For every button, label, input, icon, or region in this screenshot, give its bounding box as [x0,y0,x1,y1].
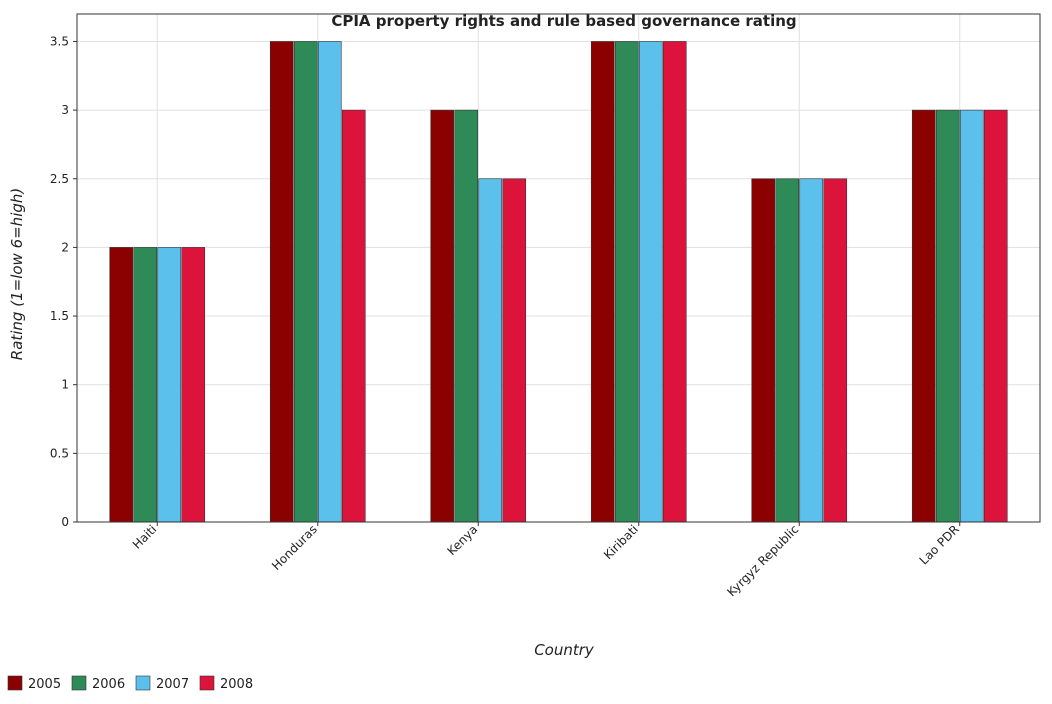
x-tick-label: Lao PDR [917,522,962,567]
bar [157,247,182,523]
plot-frame [76,13,1041,523]
x-tick-label: Haiti [130,522,160,552]
y-tick-label: 2.5 [50,172,69,186]
y-tick-label: 1.5 [50,309,69,323]
bar [662,41,687,523]
bar [109,247,134,523]
legend: 2005 2006 2007 2008 [7,675,253,692]
bar [614,41,639,523]
x-tick-label: Honduras [269,522,320,573]
y-tick-label: 2 [61,240,69,254]
legend-swatch [199,675,215,691]
bar [478,178,503,523]
bar [269,41,294,523]
grid [77,14,1040,523]
bar [935,109,960,523]
legend-swatch [135,675,151,691]
y-tick-label: 0.5 [50,446,69,460]
legend-label: 2007 [156,677,189,692]
bar [293,41,318,523]
bar [959,109,984,523]
bar [454,109,479,523]
bar [638,41,663,523]
y-tick-label: 1 [61,378,69,392]
bars [109,41,1008,523]
legend-label: 2006 [92,677,125,692]
bar [502,178,527,523]
bar [341,109,366,523]
x-tick-label: Kiribati [601,522,641,562]
chart-title: CPIA property rights and rule based gove… [331,12,796,30]
legend-label: 2008 [220,677,253,692]
bar [799,178,824,523]
legend-swatch [71,675,87,691]
legend-swatch [7,675,23,691]
bar [317,41,342,523]
bar [911,109,936,523]
x-tick-label: Kyrgyz Republic [724,522,801,599]
x-tick-label: Kenya [445,522,481,558]
y-tick-label: 3.5 [50,34,69,48]
bar [823,178,848,523]
y-tick-label: 3 [61,103,69,117]
bar [181,247,206,523]
bar [133,247,158,523]
bar [775,178,800,523]
bar [590,41,615,523]
legend-label: 2005 [28,677,61,692]
y-axis-label: Rating (1=low 6=high) [8,188,26,360]
bar [430,109,455,523]
x-axis-label: Country [534,641,595,659]
bar [751,178,776,523]
bar [983,109,1008,523]
y-tick-label: 0 [61,515,69,529]
